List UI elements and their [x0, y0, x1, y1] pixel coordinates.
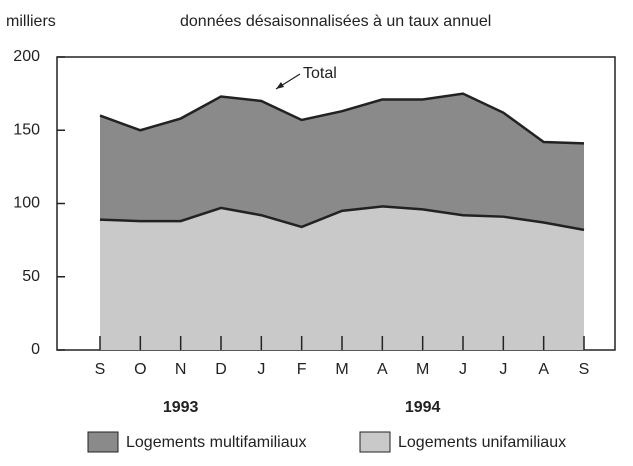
x-tick-label: A	[538, 361, 549, 378]
chart-subtitle: données désaisonnalisées à un taux annue…	[180, 13, 491, 30]
x-tick-label: A	[377, 361, 388, 378]
legend-swatch	[359, 431, 391, 453]
x-tick-label: J	[459, 361, 467, 378]
area-edge	[99, 205, 585, 232]
area	[100, 93, 584, 230]
year-label: 1993	[163, 399, 199, 416]
annotation-arrowhead	[276, 82, 284, 89]
legend-swatch	[87, 431, 119, 453]
x-tick-label: J	[257, 361, 265, 378]
x-tick-label: D	[215, 361, 227, 378]
x-tick-label: S	[95, 361, 106, 378]
x-tick-label: M	[416, 361, 429, 378]
area-edge	[99, 92, 585, 145]
area	[100, 206, 584, 350]
y-tick-label: 50	[22, 268, 40, 285]
x-tick-label: F	[297, 361, 307, 378]
legend-label: Logements unifamiliaux	[398, 434, 566, 451]
x-tick-label: J	[499, 361, 507, 378]
y-tick-label: 200	[13, 48, 40, 65]
y-tick-label: 100	[13, 195, 40, 212]
x-tick-label: N	[175, 361, 187, 378]
y-tick-label: 0	[31, 341, 40, 358]
x-tick-label: S	[579, 361, 590, 378]
x-tick-label: O	[134, 361, 146, 378]
y-axis-label: milliers	[6, 13, 56, 30]
y-tick-label: 150	[13, 121, 40, 138]
year-label: 1994	[405, 399, 441, 416]
annotation: Total	[303, 65, 337, 82]
x-tick-label: M	[335, 361, 348, 378]
legend-label: Logements multifamiliaux	[126, 434, 307, 451]
